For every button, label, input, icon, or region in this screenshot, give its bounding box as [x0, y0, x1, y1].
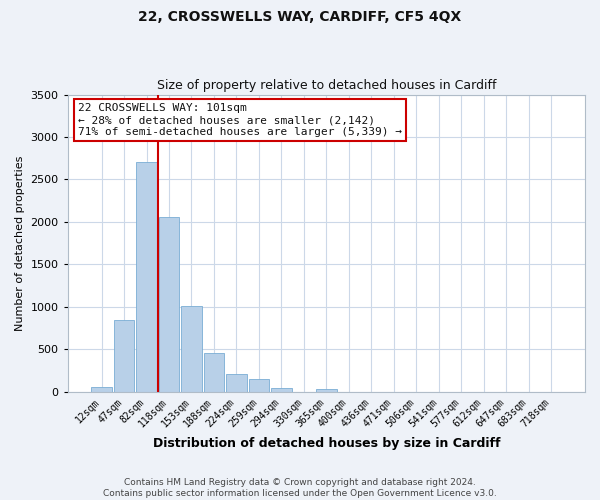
Text: Contains HM Land Registry data © Crown copyright and database right 2024.
Contai: Contains HM Land Registry data © Crown c…	[103, 478, 497, 498]
Text: 22 CROSSWELLS WAY: 101sqm
← 28% of detached houses are smaller (2,142)
71% of se: 22 CROSSWELLS WAY: 101sqm ← 28% of detac…	[78, 104, 402, 136]
Bar	[248, 380, 269, 392]
Text: 22, CROSSWELLS WAY, CARDIFF, CF5 4QX: 22, CROSSWELLS WAY, CARDIFF, CF5 4QX	[139, 10, 461, 24]
Bar	[316, 390, 337, 392]
Bar	[181, 306, 202, 392]
Bar	[91, 386, 112, 392]
Bar	[114, 320, 134, 392]
Title: Size of property relative to detached houses in Cardiff: Size of property relative to detached ho…	[157, 79, 496, 92]
Bar	[158, 217, 179, 392]
Bar	[271, 388, 292, 392]
Bar	[226, 374, 247, 392]
Y-axis label: Number of detached properties: Number of detached properties	[15, 156, 25, 331]
Bar	[203, 352, 224, 392]
X-axis label: Distribution of detached houses by size in Cardiff: Distribution of detached houses by size …	[152, 437, 500, 450]
Bar	[136, 162, 157, 392]
